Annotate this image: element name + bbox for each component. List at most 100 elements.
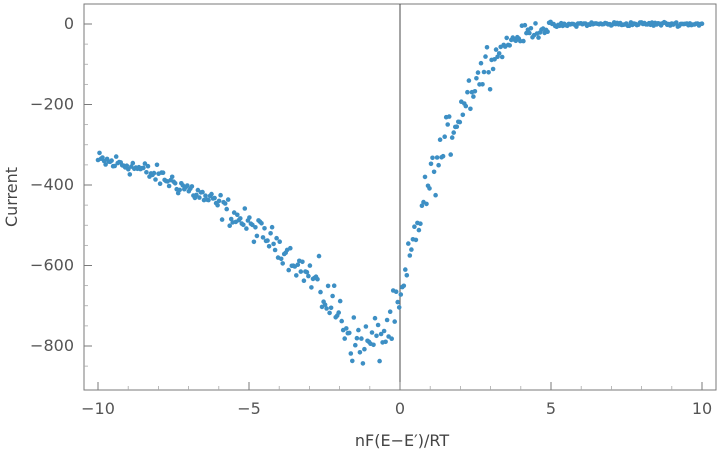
data-point bbox=[301, 278, 307, 284]
data-point bbox=[354, 335, 360, 341]
data-point bbox=[325, 283, 331, 289]
data-point bbox=[395, 299, 401, 305]
data-point bbox=[172, 181, 178, 186]
data-point bbox=[474, 76, 479, 81]
data-point bbox=[322, 302, 328, 308]
data-point bbox=[177, 187, 182, 193]
data-point bbox=[127, 172, 133, 177]
data-point bbox=[145, 163, 151, 169]
data-point bbox=[449, 135, 455, 140]
data-point bbox=[499, 54, 505, 60]
data-point bbox=[440, 153, 446, 159]
data-point bbox=[436, 162, 441, 168]
data-point bbox=[377, 358, 382, 364]
data-point bbox=[309, 285, 314, 290]
data-point bbox=[484, 45, 490, 50]
data-point bbox=[465, 89, 470, 95]
data-point bbox=[437, 137, 443, 142]
x-tick-labels: −10 −5 0 5 10 bbox=[81, 399, 712, 418]
data-point bbox=[300, 259, 305, 265]
data-point bbox=[487, 87, 493, 92]
x-tick-label: −10 bbox=[81, 399, 115, 418]
data-point bbox=[160, 170, 166, 175]
data-point bbox=[194, 192, 199, 198]
data-point bbox=[241, 222, 246, 228]
data-point bbox=[336, 310, 342, 315]
data-point bbox=[674, 20, 679, 25]
data-point bbox=[169, 174, 175, 180]
data-point bbox=[225, 197, 231, 202]
y-tick-label: −200 bbox=[30, 95, 74, 114]
data-point bbox=[166, 183, 172, 189]
data-point bbox=[331, 283, 337, 289]
data-point bbox=[330, 293, 335, 299]
data-point bbox=[126, 166, 131, 172]
data-point bbox=[328, 305, 334, 311]
data-point bbox=[324, 306, 329, 311]
data-point bbox=[304, 269, 310, 275]
data-point bbox=[393, 289, 399, 295]
data-point bbox=[392, 319, 398, 324]
data-point bbox=[418, 221, 423, 226]
data-point bbox=[528, 26, 534, 31]
x-tick-label: −5 bbox=[237, 399, 261, 418]
data-point bbox=[112, 163, 117, 169]
data-point bbox=[144, 170, 149, 175]
data-point bbox=[413, 237, 419, 243]
data-point bbox=[200, 189, 205, 195]
data-point bbox=[344, 326, 349, 331]
data-point bbox=[266, 244, 272, 249]
data-point bbox=[398, 292, 404, 297]
data-points bbox=[95, 19, 705, 366]
data-point bbox=[401, 283, 407, 289]
data-point bbox=[360, 361, 366, 366]
data-point bbox=[278, 256, 284, 262]
data-point bbox=[288, 245, 293, 251]
data-point bbox=[238, 216, 243, 221]
data-point bbox=[316, 253, 322, 259]
data-point bbox=[206, 197, 211, 203]
data-point bbox=[475, 70, 481, 75]
data-point bbox=[307, 263, 313, 268]
data-point bbox=[409, 247, 414, 252]
data-point bbox=[306, 273, 311, 279]
data-point bbox=[381, 328, 387, 334]
data-point bbox=[430, 155, 435, 161]
data-point bbox=[253, 225, 258, 230]
data-point bbox=[536, 35, 541, 40]
y-axis-label: Current bbox=[2, 167, 21, 227]
data-point bbox=[280, 261, 286, 266]
data-point bbox=[218, 192, 223, 198]
y-tick-label: 0 bbox=[64, 14, 74, 33]
data-point bbox=[269, 224, 275, 230]
data-point bbox=[185, 183, 190, 188]
data-point bbox=[197, 195, 202, 200]
data-point bbox=[383, 339, 388, 345]
data-point bbox=[416, 227, 422, 233]
data-point bbox=[151, 170, 157, 176]
data-point bbox=[327, 310, 332, 316]
data-point bbox=[254, 233, 260, 239]
data-point bbox=[468, 106, 473, 112]
data-point bbox=[247, 215, 252, 220]
data-point bbox=[375, 322, 381, 328]
data-point bbox=[100, 155, 105, 160]
data-point bbox=[433, 192, 438, 198]
data-point bbox=[271, 241, 276, 247]
data-point bbox=[315, 276, 320, 282]
data-point bbox=[384, 317, 390, 323]
data-point bbox=[348, 351, 354, 356]
data-point bbox=[216, 198, 222, 204]
data-point bbox=[153, 177, 158, 182]
data-point bbox=[219, 217, 225, 222]
data-point bbox=[353, 342, 358, 348]
data-point bbox=[369, 330, 375, 335]
y-tick-labels: 0 −200 −400 −600 −800 bbox=[30, 14, 74, 355]
data-point bbox=[431, 169, 437, 175]
data-point bbox=[235, 212, 240, 218]
data-point bbox=[351, 315, 357, 320]
data-point bbox=[521, 38, 526, 44]
data-point bbox=[424, 201, 429, 207]
data-point bbox=[493, 47, 499, 52]
